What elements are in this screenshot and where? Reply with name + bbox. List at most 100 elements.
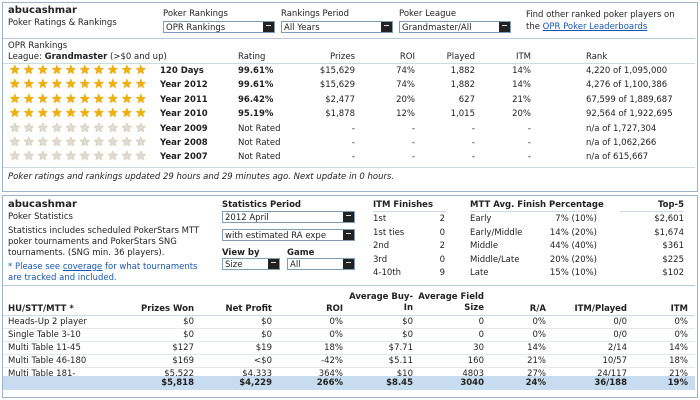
period-label: Statistics Period: [222, 200, 302, 210]
roi: 12%: [396, 109, 415, 120]
dropdown[interactable]: All: [287, 258, 355, 270]
cell: 0%: [329, 317, 344, 327]
star: ★: [37, 120, 49, 136]
star: ★: [121, 91, 133, 107]
period: Year 2009: [160, 123, 208, 134]
rating: Not Rated: [238, 123, 281, 134]
row-label: Heads-Up 2 player: [8, 317, 87, 327]
star: ★: [37, 135, 49, 150]
played: 1,015: [450, 109, 475, 120]
username: abucashmar: [8, 199, 77, 210]
itm-count: 0: [439, 227, 445, 238]
rating: 95.19%: [238, 109, 274, 120]
period: Year 2011: [160, 94, 208, 105]
selector-label: Poker League: [399, 9, 457, 19]
leaderboard-link[interactable]: OPR Poker Leaderboards: [542, 22, 648, 32]
column-header: ITM/Played: [574, 304, 627, 314]
star: ★: [121, 120, 133, 136]
column-header: ITM: [670, 304, 688, 314]
star: ★: [93, 77, 105, 93]
star: ★: [107, 135, 119, 150]
total-cell: 266%: [316, 378, 343, 388]
cell: $4,333: [242, 369, 272, 379]
cell: $0: [402, 317, 413, 327]
star: ★: [9, 77, 21, 93]
period: Year 2012: [160, 80, 208, 91]
column-header: Average Buy-In: [349, 292, 413, 313]
roi: 20%: [396, 94, 415, 105]
itm-label: 4-10th: [373, 268, 402, 279]
star: ★: [23, 149, 35, 165]
cell: $169: [172, 356, 194, 366]
total-cell: $5,818: [161, 378, 194, 388]
divider: [3, 367, 695, 368]
star: ★: [65, 120, 77, 136]
played: 1,882: [450, 80, 475, 91]
divider: [470, 211, 597, 212]
description: Statistics includes scheduled PokerStars…: [8, 226, 200, 258]
top-prize: $361: [662, 241, 684, 252]
divider: [620, 211, 684, 212]
subtitle: Poker Statistics: [8, 212, 73, 222]
star: ★: [51, 120, 63, 136]
period: Year 2007: [160, 152, 208, 163]
dropdown[interactable]: OPR Rankings: [163, 21, 275, 33]
itm: -: [527, 138, 531, 148]
cell: 14%: [527, 343, 546, 353]
mtt-value: 14% (20%): [549, 227, 597, 238]
cell: 0/0: [613, 330, 627, 340]
star: ★: [9, 135, 21, 150]
itm: 20%: [512, 109, 531, 120]
dropdown[interactable]: Size: [222, 258, 280, 270]
coverage-note: * Please see coverage for what tournamen…: [8, 262, 213, 284]
roi: -: [411, 138, 415, 148]
cell: 0%: [532, 317, 547, 327]
column-header: Rating: [238, 52, 266, 62]
cell: $0: [261, 317, 272, 327]
roi: -: [411, 152, 415, 163]
cell: 0: [478, 317, 484, 327]
total-cell: $8.45: [386, 378, 413, 388]
star: ★: [23, 106, 35, 122]
itm-count: 0: [439, 254, 445, 265]
cell: $127: [172, 343, 194, 353]
period: 120 Days: [160, 66, 204, 76]
cell: 0%: [532, 330, 547, 340]
subtitle: Poker Ratings & Rankings: [8, 18, 117, 28]
cell: 2/14: [607, 343, 627, 353]
column-header: HU/STT/MTT *: [8, 304, 74, 314]
cell: 14%: [669, 343, 688, 353]
prizes: $2,477: [325, 94, 355, 105]
period: Year 2010: [160, 109, 208, 120]
total-cell: $4,229: [239, 378, 272, 388]
cell: $5,522: [164, 369, 194, 379]
top-prize: $1,674: [654, 227, 684, 238]
cell: $0: [183, 330, 194, 340]
column-header: Played: [446, 52, 475, 62]
cell: $0: [183, 317, 194, 327]
dropdown[interactable]: Grandmaster/All: [399, 21, 511, 33]
mtt-label: Middle/Late: [470, 254, 520, 265]
star: ★: [135, 106, 147, 122]
cell: 364%: [318, 369, 343, 379]
played: -: [471, 123, 475, 134]
star: ★: [93, 63, 105, 78]
star: ★: [23, 91, 35, 107]
divider: [373, 211, 446, 212]
note-text: for what tournaments are tracked and inc…: [8, 262, 198, 283]
star: ★: [37, 77, 49, 93]
rating: Not Rated: [238, 138, 281, 148]
star: ★: [135, 135, 147, 150]
dropdown[interactable]: with estimated RA expe: [222, 229, 355, 241]
column-header: Average Field Size: [418, 292, 484, 313]
dropdown[interactable]: All Years: [281, 21, 393, 33]
coverage-link[interactable]: coverage: [62, 262, 103, 272]
league-range: (>$0 and up): [110, 52, 167, 62]
star: ★: [9, 106, 21, 122]
mtt-value: 7% (10%): [555, 214, 597, 224]
cell: 27%: [527, 369, 546, 379]
rank: n/a of 1,062,266: [586, 138, 657, 148]
dropdown[interactable]: 2012 April: [222, 211, 355, 223]
cell: 18%: [669, 356, 688, 366]
